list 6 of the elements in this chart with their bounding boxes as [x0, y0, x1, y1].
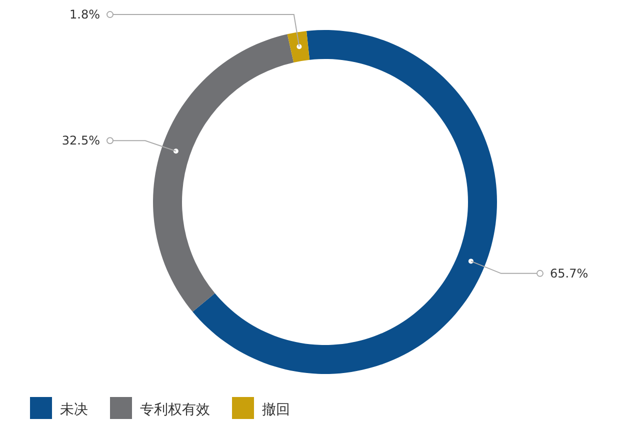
legend-label: 专利权有效 — [140, 402, 210, 418]
data-label: 1.8% — [70, 8, 100, 22]
data-label: 65.7% — [550, 266, 588, 280]
legend-label: 撤回 — [262, 402, 290, 418]
legend-label: 未决 — [60, 402, 88, 418]
data-label: 32.5% — [62, 134, 100, 148]
